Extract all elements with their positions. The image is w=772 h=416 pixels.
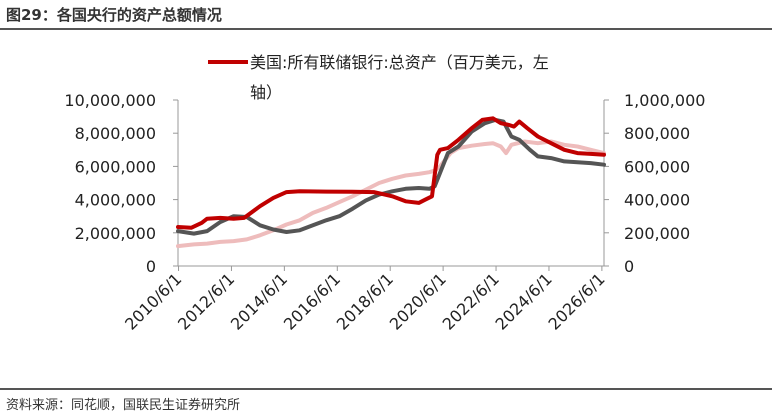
right-tick-label: 0 (624, 257, 634, 276)
legend-entry-line2: 轴） (250, 83, 282, 102)
series-lines (178, 118, 604, 246)
axes: 0 2,000,000 4,000,000 6,000,000 8,000,000 10,… (64, 91, 705, 334)
x-tick-label: 2026/6/1 (544, 269, 608, 333)
x-tick-label: 2012/6/1 (174, 269, 238, 333)
x-tick-label: 2018/6/1 (333, 269, 397, 333)
left-tick-label: 6,000,000 (75, 157, 156, 176)
right-tick-label: 1,000,000 (624, 91, 705, 110)
left-tick-label: 4,000,000 (75, 191, 156, 210)
x-tick-label: 2024/6/1 (492, 269, 556, 333)
right-tick-label: 800,000 (624, 124, 690, 143)
source-note: 资料来源：同花顺，国联民生证券研究所 (6, 394, 240, 413)
left-tick-label: 2,000,000 (75, 224, 156, 243)
right-tick-label: 600,000 (624, 157, 690, 176)
x-tick-label: 2014/6/1 (227, 269, 291, 333)
bottom-divider (0, 388, 772, 390)
legend: 美国:所有联储银行:总资产（百万美元，左 轴） (208, 53, 549, 102)
left-tick-label: 8,000,000 (75, 124, 156, 143)
x-tick-label: 2016/6/1 (280, 269, 344, 333)
left-tick-label: 10,000,000 (64, 91, 156, 110)
x-tick-label: 2020/6/1 (386, 269, 450, 333)
x-tick-label: 2010/6/1 (121, 269, 185, 333)
right-tick-label: 400,000 (624, 191, 690, 210)
x-tick-label: 2022/6/1 (439, 269, 503, 333)
left-tick-label: 0 (146, 257, 156, 276)
right-tick-label: 200,000 (624, 224, 690, 243)
series-line-0 (178, 118, 604, 228)
legend-entry-line1: 美国:所有联储银行:总资产（百万美元，左 (250, 53, 549, 72)
chart-area: 美国:所有联储银行:总资产（百万美元，左 轴） 0 2,000,000 4,000,… (0, 0, 772, 386)
